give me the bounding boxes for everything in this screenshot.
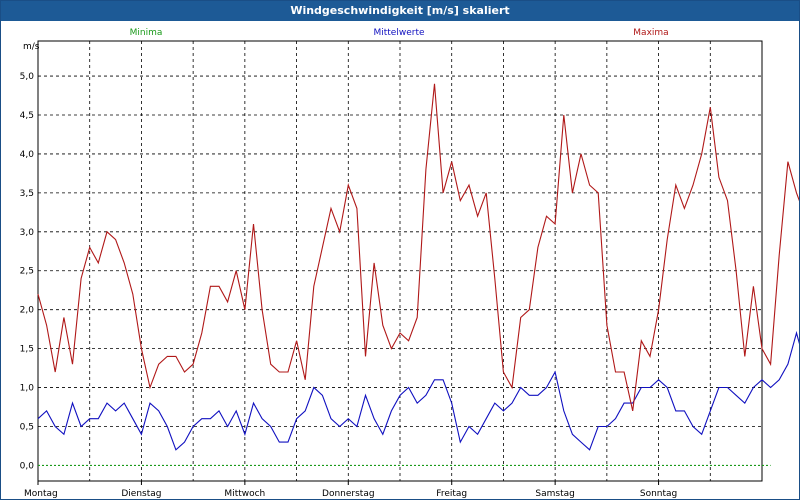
y-tick-label: 2,5: [20, 267, 34, 277]
x-tick-day-label: Samstag: [535, 489, 574, 499]
x-tick-day-label: Donnerstag: [322, 489, 375, 499]
y-tick-label: 5,0: [20, 72, 35, 82]
y-tick-label: 0,5: [20, 422, 34, 432]
window-title: Windgeschwindigkeit [m/s] skaliert: [1, 1, 799, 21]
y-axis-ticks: 0,0 0,5 1,0 1,5 2,0 2,5 3,0 3,5 4,0 4,5 5,0: [20, 72, 35, 471]
y-axis-unit-label: m/s: [23, 42, 40, 52]
legend-label-maxima: Maxima: [633, 28, 668, 38]
y-tick-label: 3,0: [20, 228, 35, 238]
y-tick-label: 1,5: [20, 345, 34, 355]
x-tick-day-label: Sonntag: [640, 489, 677, 499]
x-axis-ticks: Montag16.06.25Dienstag17.06.25Mittwoch18…: [24, 481, 677, 499]
x-tick-day-label: Mittwoch: [224, 489, 265, 499]
y-tick-label: 2,0: [20, 306, 35, 316]
chart-svg: 0,0 0,5 1,0 1,5 2,0 2,5 3,0 3,5 4,0 4,5 5,0 Montag…: [20, 28, 799, 499]
y-tick-label: 3,5: [20, 189, 34, 199]
legend-label-minima: Minima: [130, 28, 163, 38]
y-tick-label: 4,0: [20, 150, 35, 160]
legend-label-mittelwerte: Mittelwerte: [373, 28, 424, 38]
series-line-maxima: [37, 83, 799, 412]
series-line-mittelwerte: [37, 330, 799, 451]
y-tick-label: 1,0: [20, 384, 35, 394]
y-tick-label: 4,5: [20, 111, 34, 121]
x-tick-day-label: Dienstag: [121, 489, 161, 499]
x-tick-day-label: Freitag: [436, 489, 467, 499]
grid-lines: [38, 41, 762, 481]
legend: Minima Mittelwerte Maxima: [130, 28, 669, 38]
y-tick-label: 0,0: [20, 461, 35, 471]
series-group: [37, 83, 799, 466]
x-tick-day-label: Montag: [24, 489, 58, 499]
